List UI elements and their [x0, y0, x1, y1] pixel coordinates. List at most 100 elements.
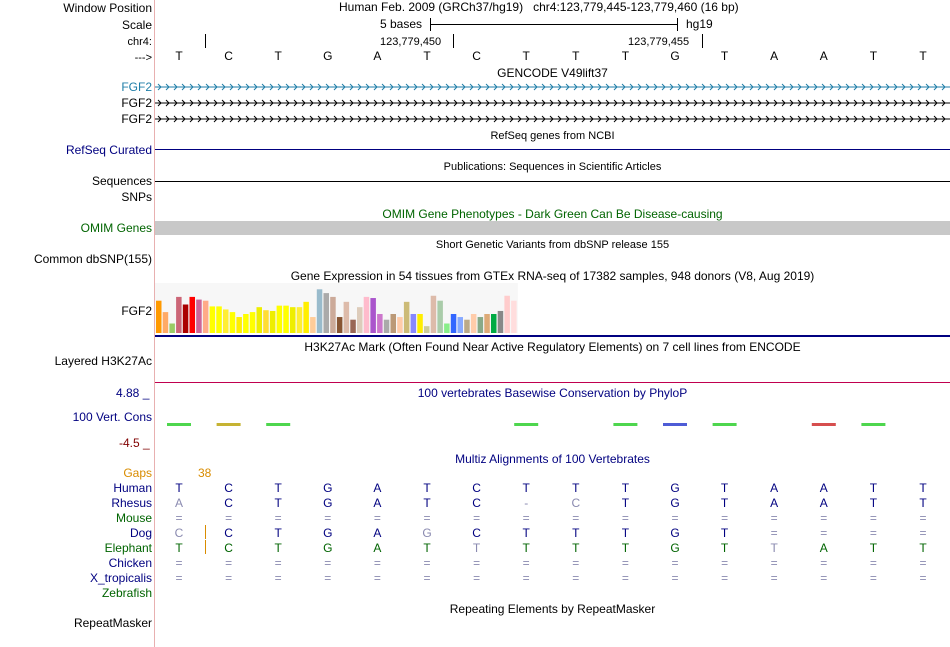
- gtex-tissue-bar[interactable]: [477, 317, 484, 333]
- gtex-tissue-bar[interactable]: [236, 317, 242, 333]
- dbsnp-title[interactable]: Short Genetic Variants from dbSNP releas…: [435, 239, 670, 251]
- gtex-expression-chart[interactable]: [155, 283, 950, 335]
- gtex-tissue-bar[interactable]: [383, 319, 390, 333]
- repeatmasker-label[interactable]: RepeatMasker: [73, 616, 152, 630]
- repeatmasker-title[interactable]: Repeating Elements by RepeatMasker: [449, 602, 656, 616]
- chrom-label[interactable]: chr4:: [127, 36, 152, 48]
- species-label[interactable]: X_tropicalis: [89, 571, 152, 585]
- gtex-tissue-bar[interactable]: [410, 314, 417, 333]
- gtex-tissue-bar[interactable]: [430, 295, 437, 333]
- gtex-tissue-bar[interactable]: [310, 317, 316, 333]
- gtex-tissue-bar[interactable]: [403, 301, 410, 333]
- refseq-label[interactable]: RefSeq Curated: [65, 143, 152, 157]
- gtex-tissue-bar[interactable]: [437, 300, 443, 333]
- gtex-tissue-bar[interactable]: [249, 312, 256, 333]
- gtex-tissue-bar[interactable]: [444, 323, 450, 334]
- gtex-tissue-bar[interactable]: [464, 319, 470, 333]
- omim-label[interactable]: OMIM Genes: [80, 221, 152, 235]
- gtex-tissue-bar[interactable]: [156, 300, 162, 333]
- gtex-tissue-bar[interactable]: [450, 314, 457, 333]
- gtex-tissue-bar[interactable]: [182, 304, 189, 334]
- species-label[interactable]: Human: [113, 481, 152, 495]
- h3k27ac-title[interactable]: H3K27Ac Mark (Often Found Near Active Re…: [304, 340, 801, 354]
- gtex-tissue-bar[interactable]: [370, 298, 376, 333]
- species-alignment-row[interactable]: C C T G A G C T T T G T = = = =: [155, 526, 950, 540]
- species-label[interactable]: Chicken: [108, 556, 152, 570]
- gtex-tissue-bar[interactable]: [316, 289, 323, 333]
- species-label[interactable]: Zebrafish: [101, 586, 152, 600]
- gtex-tissue-bar[interactable]: [256, 307, 263, 333]
- gtex-tissue-bar[interactable]: [263, 310, 269, 333]
- gtex-tissue-bar[interactable]: [497, 310, 504, 333]
- refseq-transcript-line[interactable]: [155, 149, 950, 150]
- gtex-tissue-bar[interactable]: [303, 301, 309, 333]
- gtex-title[interactable]: Gene Expression in 54 tissues from GTEx …: [290, 269, 815, 283]
- gencode-title[interactable]: GENCODE V49lift37: [497, 66, 608, 80]
- gtex-tissue-bar[interactable]: [424, 326, 430, 333]
- species-alignment-row[interactable]: [155, 586, 950, 600]
- omim-title[interactable]: OMIM Gene Phenotypes - Dark Green Can Be…: [382, 207, 723, 221]
- gtex-tissue-bar[interactable]: [323, 293, 330, 333]
- gtex-tissue-bar[interactable]: [397, 317, 403, 333]
- gtex-tissue-bar[interactable]: [363, 296, 370, 333]
- species-alignment-row[interactable]: = = = = = = = = = = = = = = = =: [155, 571, 950, 585]
- gtex-tissue-bar[interactable]: [330, 296, 336, 333]
- gtex-tissue-bar[interactable]: [202, 300, 209, 333]
- gtex-tissue-bar[interactable]: [169, 323, 175, 334]
- scale-label[interactable]: Scale: [121, 18, 152, 32]
- species-label[interactable]: Rhesus: [111, 496, 152, 510]
- cons-wiggle[interactable]: [155, 404, 950, 444]
- gtex-tissue-bar[interactable]: [377, 314, 383, 333]
- gtex-tissue-bar[interactable]: [470, 314, 477, 333]
- cons-title[interactable]: 100 vertebrates Basewise Conservation by…: [417, 386, 688, 400]
- gtex-tissue-bar[interactable]: [457, 317, 464, 333]
- gtex-tissue-bar[interactable]: [511, 300, 517, 333]
- sequences-label[interactable]: Sequences: [91, 174, 152, 188]
- gtex-tissue-bar[interactable]: [283, 305, 289, 333]
- publications-sequence-line[interactable]: [155, 181, 950, 182]
- gtex-tissue-bar[interactable]: [176, 296, 182, 333]
- gtex-tissue-bar[interactable]: [504, 295, 510, 333]
- gtex-tissue-bar[interactable]: [162, 312, 169, 333]
- gencode-gene-1[interactable]: FGF2: [121, 80, 152, 94]
- gtex-tissue-bar[interactable]: [390, 314, 397, 333]
- refseq-title[interactable]: RefSeq genes from NCBI: [490, 130, 615, 142]
- gtex-tissue-bar[interactable]: [276, 305, 283, 333]
- species-label[interactable]: Elephant: [104, 541, 152, 555]
- omim-phenotype-bar[interactable]: [155, 221, 950, 235]
- gtex-tissue-bar[interactable]: [243, 314, 249, 333]
- gtex-tissue-bar[interactable]: [296, 307, 303, 333]
- publications-title[interactable]: Publications: Sequences in Scientific Ar…: [443, 161, 662, 173]
- cons-label[interactable]: 100 Vert. Cons: [72, 410, 152, 424]
- gtex-tissue-bar[interactable]: [350, 319, 356, 333]
- gtex-tissue-bar[interactable]: [491, 314, 497, 333]
- gtex-tissue-bar[interactable]: [290, 307, 296, 333]
- h3k27ac-label[interactable]: Layered H3K27Ac: [54, 354, 152, 368]
- gtex-tissue-bar[interactable]: [189, 296, 196, 333]
- gtex-tissue-bar[interactable]: [343, 301, 350, 333]
- dbsnp-label[interactable]: Common dbSNP(155): [33, 252, 152, 266]
- window-position-label[interactable]: Window Position: [63, 1, 152, 15]
- gtex-tissue-bar[interactable]: [196, 299, 202, 333]
- gtex-tissue-bar[interactable]: [209, 306, 216, 333]
- gtex-tissue-bar[interactable]: [269, 310, 276, 333]
- gencode-gene-3[interactable]: FGF2: [121, 112, 152, 126]
- gtex-tissue-bar[interactable]: [336, 317, 343, 333]
- gtex-tissue-bar[interactable]: [229, 312, 236, 333]
- gtex-tissue-bar[interactable]: [223, 309, 229, 333]
- species-alignment-row[interactable]: = = = = = = = = = = = = = = = =: [155, 511, 950, 525]
- species-label[interactable]: Dog: [129, 526, 152, 540]
- gtex-tissue-bar[interactable]: [484, 314, 490, 333]
- snps-label[interactable]: SNPs: [121, 190, 152, 204]
- gtex-tissue-bar[interactable]: [216, 306, 222, 333]
- species-label[interactable]: Mouse: [115, 511, 152, 525]
- gencode-gene-2[interactable]: FGF2: [121, 96, 152, 110]
- gtex-gene-label[interactable]: FGF2: [121, 304, 152, 318]
- gtex-tissue-bar[interactable]: [417, 314, 423, 333]
- species-alignment-row[interactable]: = = = = = = = = = = = = = = = =: [155, 556, 950, 570]
- strand-label[interactable]: --->: [134, 52, 152, 64]
- multiz-title[interactable]: Multiz Alignments of 100 Vertebrates: [455, 452, 650, 466]
